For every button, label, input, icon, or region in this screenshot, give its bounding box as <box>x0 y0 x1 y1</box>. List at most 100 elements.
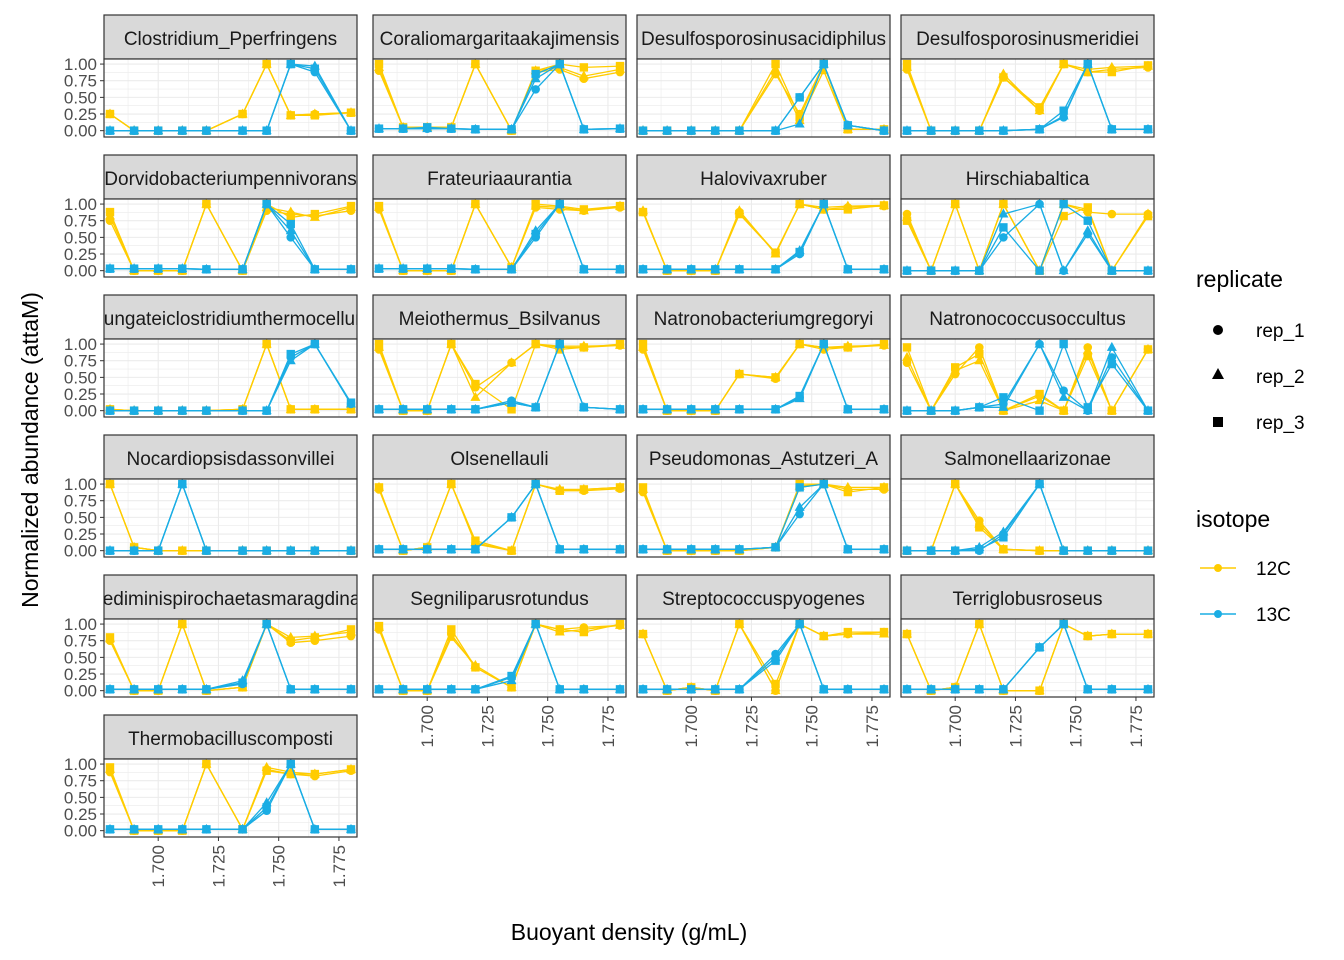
data-point <box>471 265 480 274</box>
panel-border <box>636 618 891 698</box>
series-c13-rep_3 <box>902 619 1153 694</box>
facet-panel-dorvidobacteriumpennivorans: Dorvidobacteriumpennivorans 0.000.250.500… <box>64 154 358 281</box>
data-point <box>178 479 187 489</box>
data-point <box>615 339 625 349</box>
facet-title: Segniliparusrotundus <box>410 589 589 610</box>
data-point <box>555 545 564 554</box>
series-c13-rep_3 <box>638 479 889 554</box>
data-point <box>1107 685 1117 694</box>
data-point <box>286 685 295 694</box>
facet-strip <box>372 574 627 620</box>
gridlines <box>104 199 357 277</box>
data-point <box>638 126 648 135</box>
data-point <box>1059 619 1068 629</box>
data-point <box>1107 353 1117 362</box>
data-point <box>447 264 456 273</box>
facet-panel-pseudomonas-astutzeri-a: Pseudomonas_Astutzeri_A <box>636 434 891 558</box>
data-point <box>286 546 295 555</box>
x-tick-label: 1.775 <box>1127 705 1146 748</box>
data-point <box>423 685 432 694</box>
data-point <box>105 763 115 772</box>
data-point <box>555 685 564 694</box>
data-point <box>579 685 589 694</box>
data-point <box>105 546 115 555</box>
series-line <box>110 762 351 830</box>
data-point <box>843 685 853 694</box>
data-point <box>1035 546 1044 555</box>
data-point <box>771 265 780 274</box>
x-tick-label: 1.700 <box>149 845 168 888</box>
panel-border <box>103 618 358 698</box>
data-point <box>286 349 295 359</box>
data-point <box>687 126 696 135</box>
data-point <box>902 351 912 361</box>
data-point <box>1035 643 1044 652</box>
data-point <box>902 685 912 694</box>
data-point <box>374 621 384 631</box>
square-marker-icon <box>1213 417 1223 427</box>
data-point <box>555 345 564 354</box>
data-point <box>579 125 589 134</box>
series-c13-rep_3 <box>638 59 889 135</box>
data-point <box>286 213 295 222</box>
data-point <box>1083 403 1092 412</box>
facet-title: Salmonellaarizonae <box>944 449 1111 470</box>
legend-item-rep-2: rep_2 <box>1212 367 1305 388</box>
data-point <box>507 513 516 522</box>
series-c13-rep_3 <box>638 619 889 694</box>
facet-strip <box>103 434 358 480</box>
data-point <box>1083 203 1092 212</box>
data-point <box>879 627 889 637</box>
data-point <box>795 391 804 401</box>
data-point <box>346 126 356 135</box>
panel-border <box>900 618 1155 698</box>
facet-panel-frateuriaaurantia: Frateuriaaurantia <box>372 154 627 278</box>
data-point <box>1143 211 1153 221</box>
data-point <box>238 678 247 687</box>
data-point <box>129 546 139 555</box>
facet-title: Dorvidobacteriumpennivorans <box>104 169 356 190</box>
data-point <box>615 619 625 629</box>
data-point <box>1083 631 1092 641</box>
circle-marker-icon <box>1213 325 1223 335</box>
data-point <box>638 207 648 217</box>
data-point <box>843 487 853 497</box>
y-tick-label: 1.00 <box>64 335 97 354</box>
data-point <box>507 671 516 681</box>
data-point <box>999 223 1008 232</box>
data-point <box>262 199 271 209</box>
dot-key-12c-icon <box>1214 564 1222 572</box>
data-point <box>262 619 271 629</box>
data-point <box>999 233 1008 242</box>
data-point <box>999 199 1008 209</box>
data-point <box>902 59 912 69</box>
x-axis-col-2: 1.700 1.725 1.750 1.775 <box>418 697 618 748</box>
y-tick-label: 0.25 <box>64 385 97 404</box>
data-point <box>902 546 912 555</box>
data-point <box>771 248 780 257</box>
data-point <box>1035 686 1044 695</box>
data-point <box>1035 389 1044 399</box>
y-tick-label: 0.75 <box>64 72 97 91</box>
data-point <box>202 685 211 694</box>
x-tick-label: 1.725 <box>742 705 761 748</box>
y-tick-label: 0.25 <box>64 525 97 544</box>
data-point <box>471 685 480 694</box>
data-point <box>843 121 853 130</box>
data-point <box>1107 125 1117 134</box>
x-tick-label: 1.700 <box>682 705 701 748</box>
data-point <box>398 545 408 554</box>
facet-strip <box>103 14 358 60</box>
data-point <box>1059 339 1068 349</box>
data-point <box>843 205 853 214</box>
facet-strip <box>636 434 891 480</box>
data-point <box>105 126 115 135</box>
legend-label-rep-2: rep_2 <box>1256 367 1305 388</box>
y-tick-label: 0.75 <box>64 352 97 371</box>
y-tick-label: 0.00 <box>64 542 97 561</box>
data-point <box>471 199 480 209</box>
data-point <box>1034 338 1045 348</box>
data-point <box>507 683 516 692</box>
data-point <box>1107 546 1117 555</box>
facet-strip <box>636 14 891 60</box>
